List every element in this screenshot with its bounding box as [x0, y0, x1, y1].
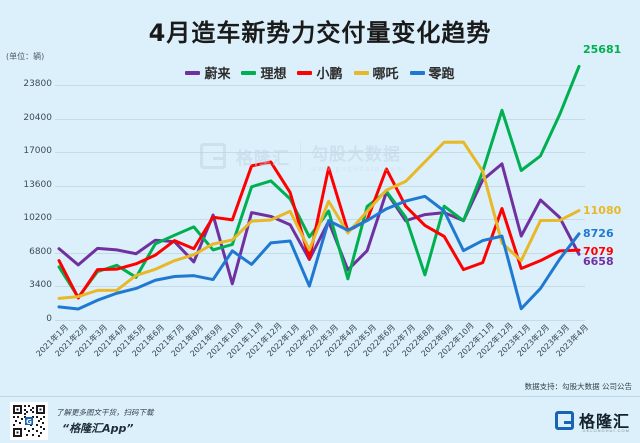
- gridline: [55, 152, 585, 154]
- legend-item-零跑[interactable]: 零跑: [409, 63, 455, 82]
- qr-code-icon: G: [11, 403, 47, 439]
- end-value-label-蔚来: 6658: [583, 255, 614, 269]
- end-value-label-小鹏: 7079: [583, 245, 614, 259]
- brand-subtitle: GELONGHUI.COM: [582, 428, 630, 433]
- legend-label: 零跑: [428, 67, 455, 82]
- y-axis-tick-label: 23800: [23, 79, 52, 89]
- line-series-零跑: [57, 194, 581, 311]
- gridline: [55, 118, 585, 120]
- y-axis-tick-label: 0: [46, 314, 52, 324]
- svg-text:G: G: [26, 418, 32, 426]
- footer-divider: [0, 396, 640, 397]
- end-value-label-零跑: 8726: [583, 226, 614, 240]
- legend-item-小鹏[interactable]: 小鹏: [297, 63, 343, 82]
- line-series-哪吒: [57, 140, 581, 300]
- brand-logo-icon: [554, 410, 574, 430]
- y-axis-tick-label: 10200: [23, 213, 52, 224]
- qr-code[interactable]: G: [10, 402, 48, 440]
- footer: G 了解更多图文干货，扫码下载 “格隆汇App” 格隆汇 GELONGHUI.C…: [0, 397, 640, 443]
- page-title: 4月造车新势力交付量变化趋势: [148, 19, 492, 47]
- promo-line-2: “格隆汇App”: [62, 422, 134, 435]
- legend-label: 哪吒: [372, 67, 399, 82]
- y-axis-tick-label: 13600: [23, 179, 52, 190]
- legend-swatch-icon: [353, 70, 369, 75]
- end-value-label-哪吒: 11080: [583, 203, 622, 217]
- chart-legend: 蔚来 理想 小鹏 哪吒 零跑: [0, 63, 640, 82]
- y-axis-tick-label: 17000: [23, 146, 52, 157]
- end-value-label-理想: 25681: [583, 43, 622, 57]
- promo-line-1: 了解更多图文干货，扫码下载: [56, 408, 154, 417]
- gridline: [55, 286, 585, 288]
- legend-swatch-icon: [409, 70, 425, 75]
- line-series-小鹏: [57, 160, 581, 300]
- legend-label: 理想: [260, 67, 287, 82]
- legend-label: 蔚来: [204, 67, 231, 82]
- brand-logo: 格隆汇: [554, 408, 630, 432]
- y-axis-unit-label: (单位：辆): [6, 52, 45, 61]
- x-axis-labels: 2021年1月 2021年2月 2021年3月 2021年4月 2021年5月 2021年…: [0, 321, 640, 374]
- line-series-蔚来: [57, 162, 581, 286]
- plot-area: [55, 64, 585, 321]
- y-axis-tick-label: 3400: [29, 280, 52, 291]
- legend-item-蔚来[interactable]: 蔚来: [185, 63, 230, 82]
- series-lines: [57, 64, 581, 311]
- y-axis-tick-label: 20400: [23, 112, 52, 123]
- y-axis-tick-label: 6800: [29, 246, 52, 257]
- gridline: [55, 185, 585, 187]
- legend-item-理想[interactable]: 理想: [241, 63, 286, 82]
- brand-name: 格隆汇: [578, 412, 630, 431]
- gridline: [55, 320, 585, 321]
- legend-swatch-icon: [297, 70, 313, 75]
- legend-swatch-icon: [185, 70, 201, 75]
- legend-label: 小鹏: [316, 67, 343, 82]
- legend-swatch-icon: [241, 70, 257, 75]
- source-note: 数据支持：勾股大数据 公司公告: [524, 382, 632, 391]
- gridline: [55, 85, 585, 86]
- legend-item-哪吒[interactable]: 哪吒: [353, 63, 399, 82]
